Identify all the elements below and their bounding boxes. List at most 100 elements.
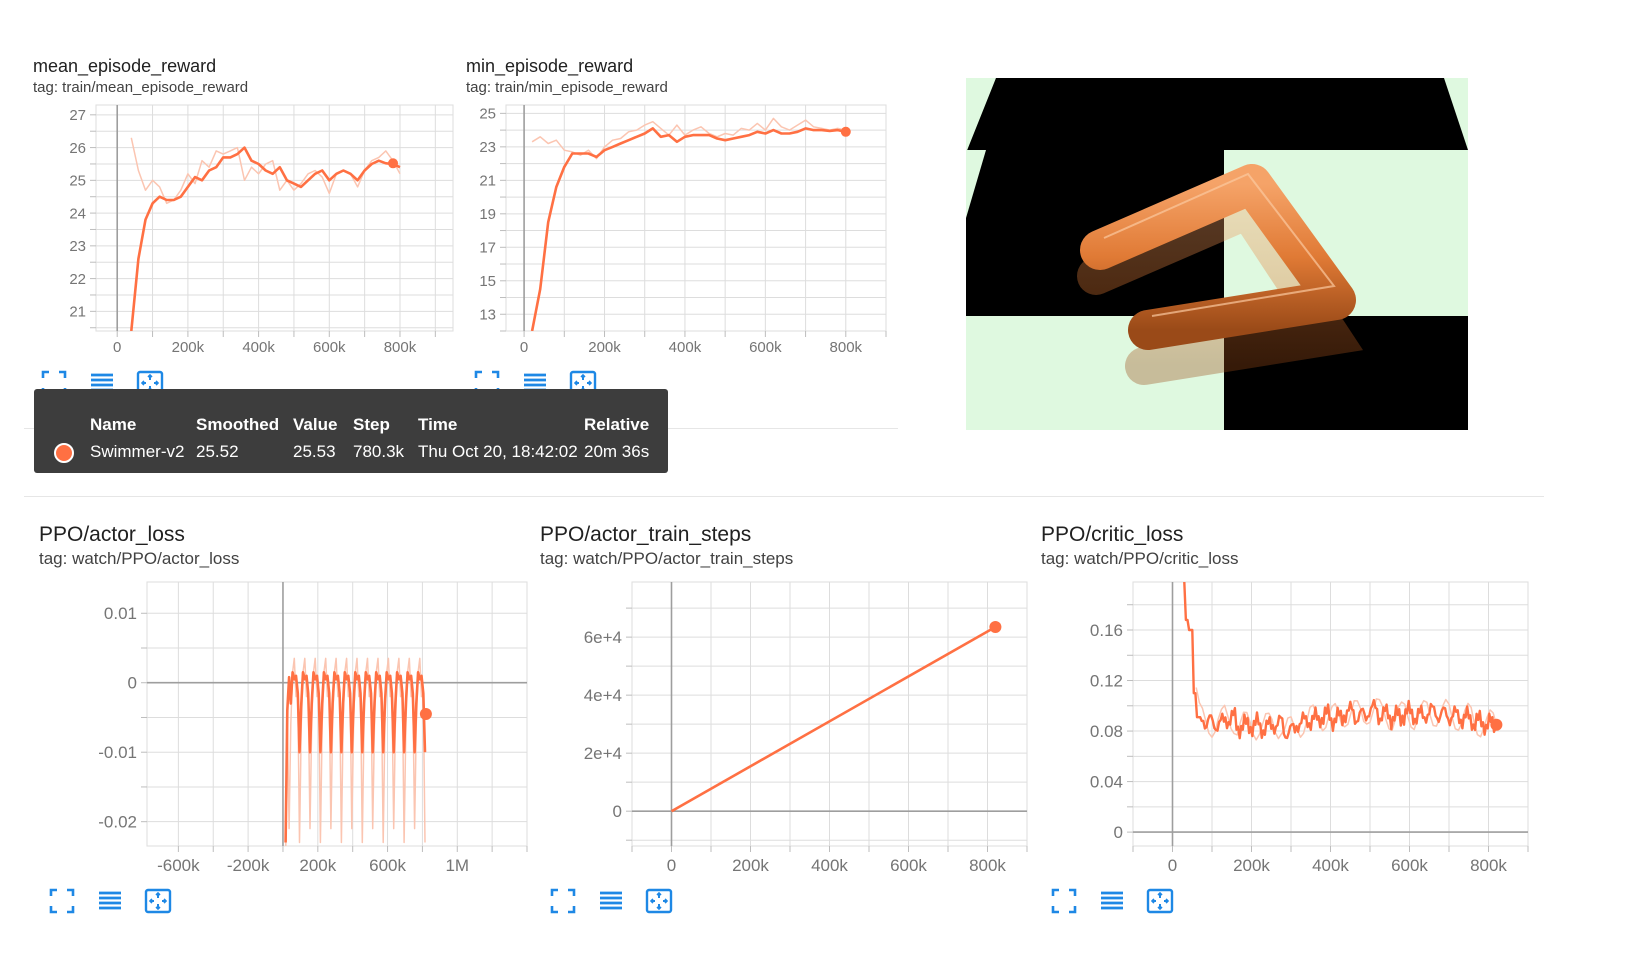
actor-loss-buttons: [45, 886, 175, 916]
swimmer-render-image: [966, 78, 1468, 430]
fit-domain-icon: [144, 888, 172, 914]
x-tick-label: -200k: [227, 856, 270, 875]
series-endpoint-marker: [840, 126, 851, 137]
x-tick-label: 0: [113, 339, 121, 356]
x-tick-label: 400k: [669, 339, 702, 356]
hover-tooltip: Name Smoothed Value Step Time Relative S…: [34, 389, 668, 473]
y-tick-label: 21: [479, 173, 496, 190]
chart-title: PPO/actor_loss: [39, 523, 185, 546]
chart-tag: tag: watch/PPO/actor_loss: [39, 549, 240, 568]
actor-train-steps-card: PPO/actor_train_steps tag: watch/PPO/act…: [540, 523, 793, 569]
y-tick-label: 0: [128, 674, 137, 693]
list-icon: [1101, 891, 1123, 910]
x-tick-label: 800k: [830, 339, 863, 356]
series-line-smoothed: [284, 671, 427, 843]
y-tick-label: 22: [69, 271, 86, 288]
series-endpoint-marker: [388, 158, 399, 169]
list-button[interactable]: [518, 368, 552, 398]
tooltip-relative: 20m 36s: [584, 442, 650, 461]
actor-loss-chart[interactable]: -600k -200k 200k 600k 1M -0.02 -0.01 0 0.01: [39, 578, 539, 883]
chart-title: PPO/actor_train_steps: [540, 523, 752, 546]
chart-title: mean_episode_reward: [33, 56, 217, 76]
list-button[interactable]: [85, 368, 119, 398]
series-line-smoothed: [130, 146, 401, 331]
fullscreen-button[interactable]: [1047, 886, 1081, 916]
series-line-smoothed: [670, 625, 997, 813]
chart-tag: tag: train/min_episode_reward: [466, 79, 668, 96]
critic-loss-card: PPO/critic_loss tag: watch/PPO/critic_lo…: [1041, 523, 1238, 569]
actor-train-steps-chart[interactable]: 0 200k 400k 600k 800k 0 2e+4 4e+4 6e+4: [540, 578, 1040, 883]
series-line-smoothed: [1183, 582, 1497, 740]
actor-loss-card: PPO/actor_loss tag: watch/PPO/actor_loss: [39, 523, 239, 569]
fullscreen-icon: [41, 370, 67, 396]
critic-loss-chart[interactable]: 0 200k 400k 600k 800k 0 0.04 0.08 0.12 0.16: [1041, 578, 1541, 883]
y-tick-label: 0.08: [1090, 722, 1123, 741]
tooltip-step: 780.3k: [353, 442, 405, 461]
actor-train-steps-buttons: [546, 886, 676, 916]
x-tick-label: 600k: [890, 856, 927, 875]
plot-frame: [505, 104, 887, 332]
y-tick-label: 23: [479, 139, 496, 156]
x-tick-label: 0: [1168, 856, 1177, 875]
fullscreen-button[interactable]: [37, 368, 71, 398]
swimmer-scene: [966, 78, 1468, 430]
fit-domain-icon: [645, 888, 673, 914]
series-endpoint-marker: [989, 620, 1002, 633]
run-color-dot: [54, 443, 74, 463]
fit-domain-button[interactable]: [642, 886, 676, 916]
critic-loss-buttons: [1047, 886, 1177, 916]
series-group: [530, 117, 847, 331]
fullscreen-button[interactable]: [546, 886, 580, 916]
tooltip-run-name: Swimmer-v2: [90, 442, 185, 461]
x-tick-label: 200k: [172, 339, 205, 356]
list-icon: [524, 373, 546, 392]
fullscreen-button[interactable]: [45, 886, 79, 916]
chart-title: min_episode_reward: [466, 56, 634, 76]
x-tick-label: 200k: [1233, 856, 1270, 875]
fullscreen-icon: [474, 370, 500, 396]
x-tick-label: 600k: [749, 339, 782, 356]
fit-domain-button[interactable]: [1143, 886, 1177, 916]
series-line-raw: [1195, 687, 1498, 741]
fullscreen-icon: [49, 888, 75, 914]
series-group: [130, 137, 401, 331]
y-tick-label: 0.12: [1090, 671, 1123, 690]
fullscreen-icon: [1051, 888, 1077, 914]
chart-tag: tag: train/mean_episode_reward: [33, 79, 249, 96]
list-button[interactable]: [594, 886, 628, 916]
swimmer-body: [1080, 164, 1356, 350]
y-tick-label: 6e+4: [584, 628, 622, 647]
fullscreen-icon: [550, 888, 576, 914]
y-tick-label: 24: [69, 205, 86, 222]
y-tick-label: -0.01: [98, 743, 137, 762]
chart-tag: tag: watch/PPO/actor_train_steps: [540, 549, 794, 568]
x-tick-label: 400k: [242, 339, 275, 356]
y-tick-label: 15: [479, 273, 496, 290]
list-icon: [91, 373, 113, 392]
series-line-raw: [130, 137, 401, 205]
x-tick-label: 800k: [969, 856, 1006, 875]
chart-title: PPO/critic_loss: [1041, 523, 1184, 546]
mean-reward-card: mean_episode_reward tag: train/mean_epis…: [33, 56, 248, 96]
plot-frame: [146, 581, 528, 847]
fullscreen-button[interactable]: [470, 368, 504, 398]
y-tick-label: 26: [69, 140, 86, 157]
chart-tag: tag: watch/PPO/critic_loss: [1041, 549, 1239, 568]
mean-reward-chart[interactable]: 0 200k 400k 600k 800k 21 22 23 24 25 26 27: [33, 100, 463, 370]
y-tick-label: 25: [479, 106, 496, 123]
plot-frame: [95, 104, 454, 332]
x-tick-label: 400k: [1312, 856, 1349, 875]
y-tick-label: 0.16: [1090, 621, 1123, 640]
list-button[interactable]: [1095, 886, 1129, 916]
list-button[interactable]: [93, 886, 127, 916]
fit-domain-button[interactable]: [141, 886, 175, 916]
y-tick-label: 2e+4: [584, 744, 622, 763]
x-tick-label: 1M: [445, 856, 469, 875]
min-reward-chart[interactable]: 0 200k 400k 600k 800k 13 15 17 19 21 23 25: [466, 100, 896, 370]
tooltip-header-value: Value: [293, 415, 338, 434]
floor-tile: [986, 78, 1224, 150]
x-tick-label: 600k: [369, 856, 406, 875]
series-group: [670, 625, 997, 813]
y-tick-label: 25: [69, 173, 86, 190]
tooltip-header-relative: Relative: [584, 415, 650, 434]
